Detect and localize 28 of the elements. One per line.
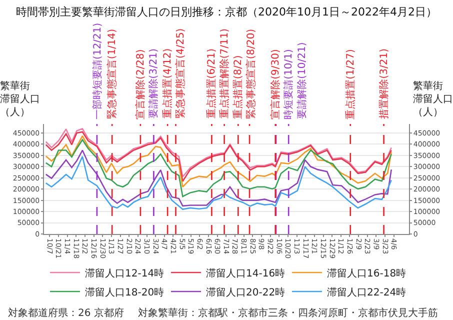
ref-line-label: 要請解除(3/21) bbox=[148, 48, 160, 119]
text: 対象都道府県：26 京都府 bbox=[8, 307, 124, 319]
ref-line-label: 緊急事態宣言(4/25) bbox=[174, 28, 187, 119]
ref-line-label: 重点措置(1/27) bbox=[344, 49, 356, 120]
legend-label: 滞留人口16-18時 bbox=[327, 267, 406, 280]
ref-line-label: 緊急事態宣言(1/14) bbox=[106, 28, 118, 120]
ref-line-label: 重点措置(6/21) bbox=[206, 48, 218, 119]
ref-line-label: 重点措置解除(7/11) bbox=[218, 28, 231, 119]
ref-line-label: 重点措置(4/12) bbox=[162, 48, 174, 119]
text: 対象繁華街：京都駅・京都市三条・四条河原町・京都市伏見大手筋 bbox=[138, 307, 438, 319]
ref-line-label: 措置解除(3/21) bbox=[378, 48, 390, 119]
chart-title: 時間帯別主要繁華街滞留人口の日別推移：京都（2020年10月1日～2022年4月2日） bbox=[16, 6, 437, 19]
legend-label: 滞留人口14-16時 bbox=[206, 267, 286, 280]
line-series bbox=[45, 135, 392, 188]
ref-line-label: 宣言解除(9/30) bbox=[269, 49, 282, 120]
y2-axis-title: 繁華街滞留人口（人） bbox=[413, 80, 453, 118]
legend-label: 滞留人口20-22時 bbox=[206, 286, 286, 298]
line-series bbox=[45, 139, 392, 198]
y-axis-title: 繁華街滞留人口（人） bbox=[0, 80, 40, 118]
ref-line-label: 時短要請(10/1) bbox=[282, 49, 294, 120]
ref-line-label: 重点措置(8/2) bbox=[232, 55, 244, 120]
legend-label: 滞留人口18-20時 bbox=[85, 286, 164, 298]
ref-line-label: 一部時短要請(12/21) bbox=[91, 22, 104, 120]
ref-line-label: 宣言解除(2/28) bbox=[134, 49, 146, 120]
legend-label: 滞留人口22-24時 bbox=[327, 286, 406, 298]
legend-label: 滞留人口12-14時 bbox=[85, 267, 164, 280]
ref-line-label: 要請解除(10/21) bbox=[296, 42, 308, 119]
ref-line-label: 緊急事態宣言(8/20) bbox=[245, 28, 258, 120]
